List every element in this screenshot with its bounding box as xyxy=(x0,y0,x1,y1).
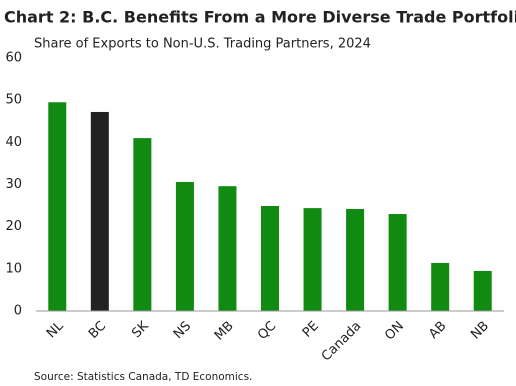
y-tick-label: 40 xyxy=(5,135,22,150)
bar xyxy=(303,208,322,311)
y-tick-label: 0 xyxy=(14,304,22,319)
x-tick-label: Canada xyxy=(319,319,365,365)
x-tick-label: QC xyxy=(255,319,279,343)
x-tick-label: MB xyxy=(212,319,237,344)
y-tick-label: 10 xyxy=(5,261,22,276)
y-tick-label: 30 xyxy=(5,177,22,192)
x-tick-label: ON xyxy=(382,319,407,344)
y-tick-label: 60 xyxy=(5,51,22,66)
source-note: Source: Statistics Canada, TD Economics. xyxy=(34,371,252,383)
y-tick-label: 50 xyxy=(5,93,22,108)
bar xyxy=(388,214,407,311)
x-tick-label: NB xyxy=(468,319,492,343)
chart-subtitle: Share of Exports to Non-U.S. Trading Par… xyxy=(34,37,371,52)
bar xyxy=(473,270,492,311)
x-tick-label: PE xyxy=(300,319,322,341)
bar xyxy=(48,102,67,312)
bar xyxy=(218,186,237,311)
bar xyxy=(431,262,450,311)
bar xyxy=(261,206,279,311)
chart-title: Chart 2: B.C. Benefits From a More Diver… xyxy=(4,8,516,27)
x-tick-label: NS xyxy=(171,319,194,342)
x-tick-label: BC xyxy=(86,319,109,342)
y-tick-label: 20 xyxy=(5,219,22,234)
x-tick-label: NL xyxy=(44,318,67,341)
x-tick-label: AB xyxy=(426,319,449,342)
bar xyxy=(175,181,194,311)
bar xyxy=(133,138,152,311)
bar xyxy=(90,111,109,312)
bar xyxy=(346,208,365,311)
x-tick-label: SK xyxy=(129,318,152,341)
